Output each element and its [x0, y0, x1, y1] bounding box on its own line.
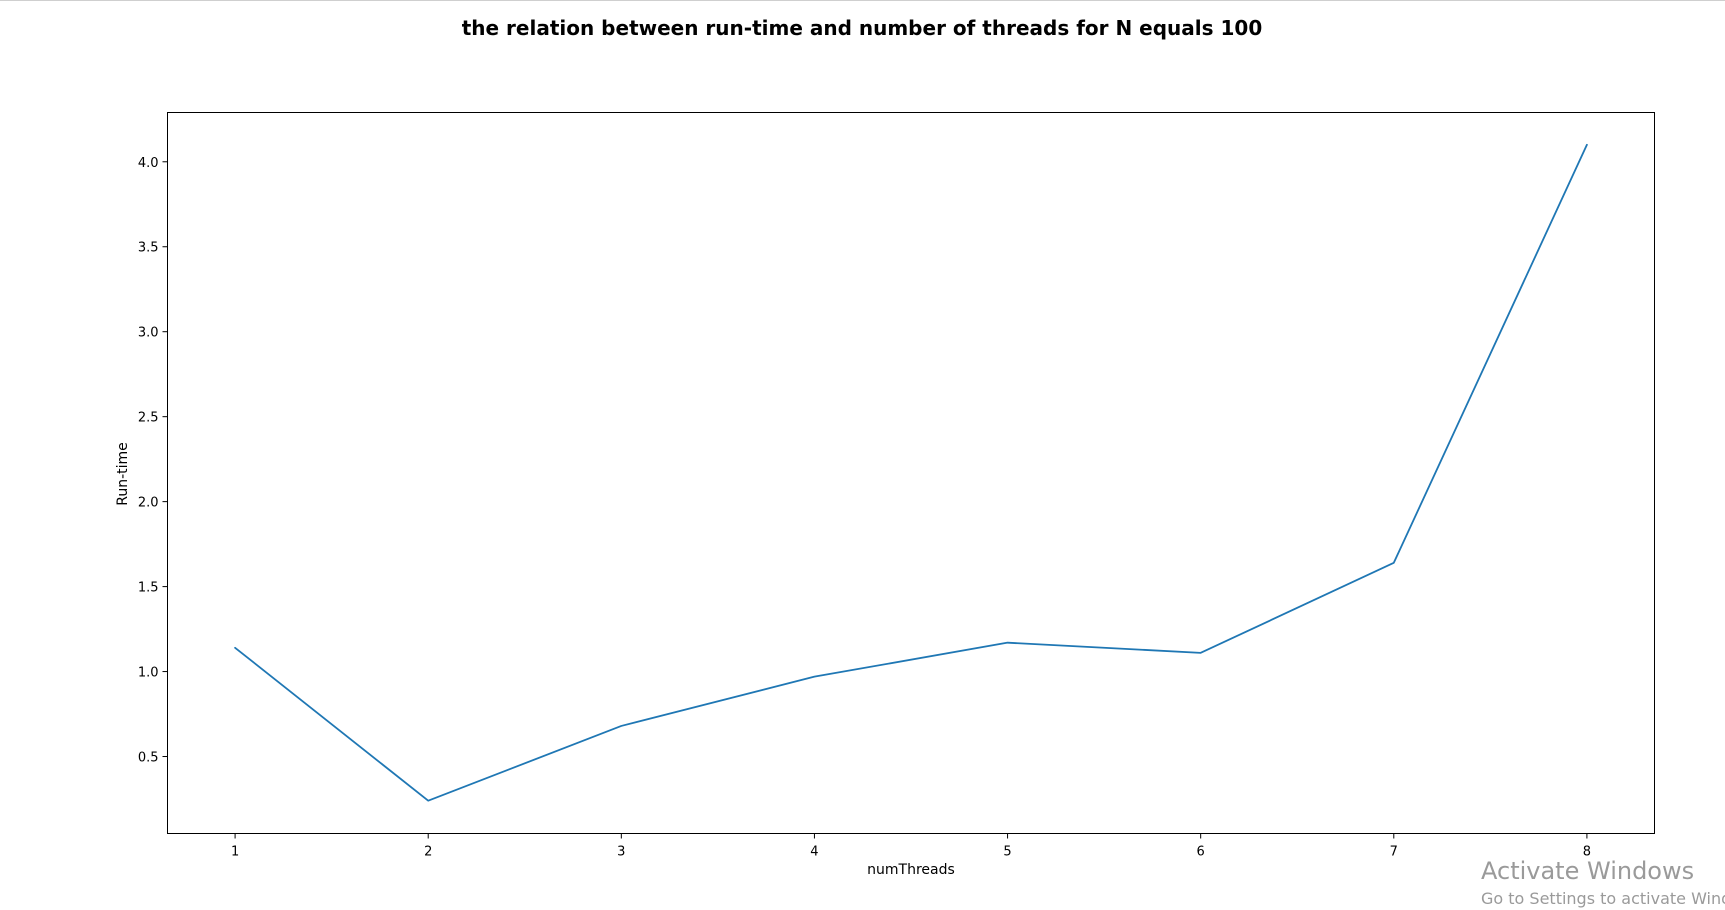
watermark-title: Activate Windows: [1481, 857, 1695, 885]
x-tick-label: 2: [424, 845, 432, 860]
x-tick-label: 4: [810, 845, 818, 860]
y-axis: 0.5 1.0 1.5 2.0 2.5 3.0 3.5 4.0: [138, 156, 168, 766]
x-axis: 1 2 3 4 5 6 7 8: [231, 833, 1591, 860]
y-tick-label: 4.0: [138, 156, 159, 171]
y-tick-label: 1.0: [138, 666, 159, 681]
data-point-7: [1391, 560, 1397, 566]
activate-windows-watermark: Activate Windows Go to Settings to activ…: [1481, 856, 1725, 910]
x-tick-label: 6: [1197, 845, 1205, 860]
x-axis-label: numThreads: [867, 862, 955, 878]
run-time-series-line: [234, 143, 1588, 802]
y-tick-label: 2.5: [138, 411, 159, 426]
y-tick-label: 0.5: [138, 751, 159, 766]
data-point-3: [618, 723, 624, 729]
y-tick-label: 1.5: [138, 581, 159, 596]
window-top-border: [0, 0, 1725, 1]
y-tick-label: 2.0: [138, 496, 159, 511]
data-point-2: [425, 798, 431, 804]
data-point-1: [232, 645, 238, 651]
watermark-subtitle: Go to Settings to activate Windows.: [1481, 889, 1725, 908]
plot-frame: [167, 112, 1655, 834]
data-point-6: [1198, 650, 1204, 656]
data-point-8: [1584, 142, 1590, 148]
run-time-series-points: [232, 142, 1590, 804]
y-axis-label: Run-time: [115, 442, 131, 506]
x-tick-label: 1: [231, 845, 239, 860]
data-point-4: [811, 674, 817, 680]
y-tick-label: 3.5: [138, 241, 159, 256]
data-point-5: [1005, 640, 1011, 646]
y-tick-label: 3.0: [138, 326, 159, 341]
x-tick-label: 8: [1583, 845, 1591, 860]
chart-title: the relation between run-time and number…: [462, 16, 1263, 40]
x-tick-label: 3: [617, 845, 625, 860]
x-tick-label: 5: [1003, 845, 1011, 860]
x-tick-label: 7: [1390, 845, 1398, 860]
